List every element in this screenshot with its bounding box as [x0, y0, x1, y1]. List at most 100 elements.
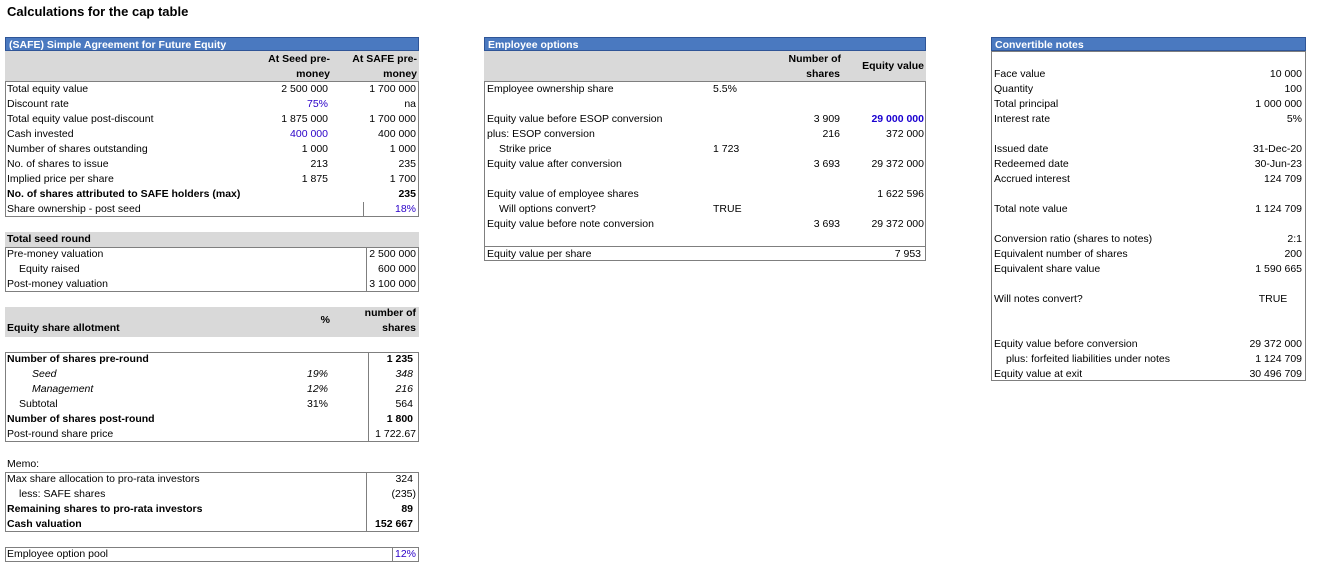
conv-row-label: Quantity — [994, 83, 1034, 95]
allot-row-label: Number of shares post-round — [7, 413, 155, 425]
safe-value: 2 500 000 — [281, 83, 328, 95]
emp-shares: 3 693 — [813, 158, 840, 170]
seed-row-label: Pre-money valuation — [7, 248, 104, 260]
safe-row-label: No. of shares attributed to SAFE holders… — [7, 188, 241, 200]
emp-equity: 1 622 596 — [877, 188, 924, 200]
conv-value: 10 000 — [1269, 68, 1302, 80]
safe-input-value: 400 000 — [290, 128, 328, 140]
emp-equity: 7 953 — [894, 248, 921, 260]
conv-row-label: Equivalent number of shares — [994, 248, 1128, 260]
safe-value: 235 — [398, 188, 416, 200]
memo-divider — [366, 472, 367, 532]
conv-value: 100 — [1284, 83, 1302, 95]
emp-extra: TRUE — [713, 203, 742, 215]
memo-row-label: less: SAFE shares — [19, 488, 106, 500]
allot-header-band — [5, 307, 419, 337]
emp-col-shares: shares — [806, 68, 840, 80]
conv-value: 2:1 — [1287, 233, 1302, 245]
safe-row-label: Number of shares outstanding — [7, 143, 148, 155]
conv-value: 1 124 709 — [1255, 353, 1302, 365]
allot-divider — [368, 352, 369, 442]
emp-equity-input: 29 000 000 — [871, 113, 924, 125]
safe-value: 1 875 000 — [281, 113, 328, 125]
seed-divider — [366, 247, 367, 292]
emp-equity: 29 372 000 — [871, 158, 924, 170]
allot-row-label: Post-round share price — [7, 428, 114, 440]
emp-row-label: Equity value after conversion — [487, 158, 622, 170]
emp-col-equity: Equity value — [862, 60, 924, 72]
emp-shares: 216 — [822, 128, 840, 140]
conv-row-label: Redeemed date — [994, 158, 1069, 170]
allot-col-shares: shares — [382, 322, 416, 334]
safe-column-band — [5, 51, 419, 81]
allot-shares: 348 — [395, 368, 413, 380]
conv-value: 31-Dec-20 — [1252, 143, 1302, 155]
conv-value: TRUE — [1258, 293, 1288, 305]
allot-col-pct: % — [320, 314, 330, 326]
seed-table-box — [5, 247, 419, 292]
emp-row-label: Employee ownership share — [487, 83, 614, 95]
pool-label: Employee option pool — [7, 548, 108, 560]
safe-value: 1 000 — [389, 143, 416, 155]
col-seed-pre-money: At Seed pre- — [268, 53, 330, 65]
conv-row-label: plus: forfeited liabilities under notes — [1006, 353, 1171, 365]
conv-row-label: Equity value at exit — [994, 368, 1083, 380]
memo-value: (235) — [391, 488, 416, 500]
seed-row-label: Post-money valuation — [7, 278, 108, 290]
emp-equity: 29 372 000 — [871, 218, 924, 230]
memo-label: Memo: — [7, 458, 40, 470]
seed-value: 600 000 — [378, 263, 416, 275]
safe-row-label: Discount rate — [7, 98, 69, 110]
safe-table-box — [5, 81, 419, 217]
emp-extra: 5.5% — [713, 83, 737, 95]
emp-header: Employee options — [484, 37, 926, 51]
emp-row-label: Equity value before ESOP conversion — [487, 113, 663, 125]
conv-value: 1 000 000 — [1255, 98, 1302, 110]
safe-row-label: Cash invested — [7, 128, 74, 140]
safe-value: na — [404, 98, 416, 110]
conv-value: 30-Jun-23 — [1254, 158, 1302, 170]
allot-col-number: number of — [364, 307, 416, 319]
conv-table-box — [991, 51, 1306, 381]
conv-header: Convertible notes — [991, 37, 1306, 51]
allot-table-box — [5, 352, 419, 442]
allot-row-label: Seed — [32, 368, 57, 380]
allot-shares: 1 235 — [386, 353, 413, 365]
safe-row-label: No. of shares to issue — [7, 158, 109, 170]
emp-extra: 1 723 — [713, 143, 740, 155]
allot-row-label: Management — [32, 383, 94, 395]
conv-row-label: Issued date — [994, 143, 1049, 155]
conv-row-label: Total principal — [994, 98, 1059, 110]
seed-value: 3 100 000 — [369, 278, 416, 290]
conv-value: 5% — [1286, 113, 1302, 125]
conv-row-label: Equity value before conversion — [994, 338, 1138, 350]
allot-row-label: Subtotal — [19, 398, 58, 410]
memo-value: 152 667 — [375, 518, 413, 530]
page-title: Calculations for the cap table — [7, 4, 189, 19]
col-safe-pre-money-2: money — [383, 68, 417, 80]
emp-divider — [484, 246, 926, 247]
safe-value: 400 000 — [378, 128, 416, 140]
conv-row-label: Conversion ratio (shares to notes) — [994, 233, 1153, 245]
emp-col-number: Number of — [788, 53, 842, 65]
pool-value: 12% — [394, 548, 416, 560]
emp-row-label: Equity value per share — [487, 248, 592, 260]
emp-table-box — [484, 81, 926, 261]
safe-value: 235 — [398, 158, 416, 170]
seed-header: Total seed round — [7, 233, 91, 245]
conv-value: 1 590 665 — [1255, 263, 1302, 275]
safe-value: 1 700 000 — [369, 113, 416, 125]
memo-table-box — [5, 472, 419, 532]
conv-value: 200 — [1284, 248, 1302, 260]
col-seed-pre-money-2: money — [296, 68, 330, 80]
allot-shares: 564 — [395, 398, 413, 410]
conv-row-label: Interest rate — [994, 113, 1051, 125]
ownership-cell-border — [363, 202, 418, 216]
col-safe-pre-money: At SAFE pre- — [352, 53, 417, 65]
conv-value: 29 372 000 — [1249, 338, 1302, 350]
seed-header-band — [5, 232, 419, 247]
allot-shares: 1 722.67 — [375, 428, 416, 440]
safe-input-value: 75% — [306, 98, 328, 110]
safe-value: 1 700 — [389, 173, 416, 185]
safe-header: (SAFE) Simple Agreement for Future Equit… — [5, 37, 419, 51]
